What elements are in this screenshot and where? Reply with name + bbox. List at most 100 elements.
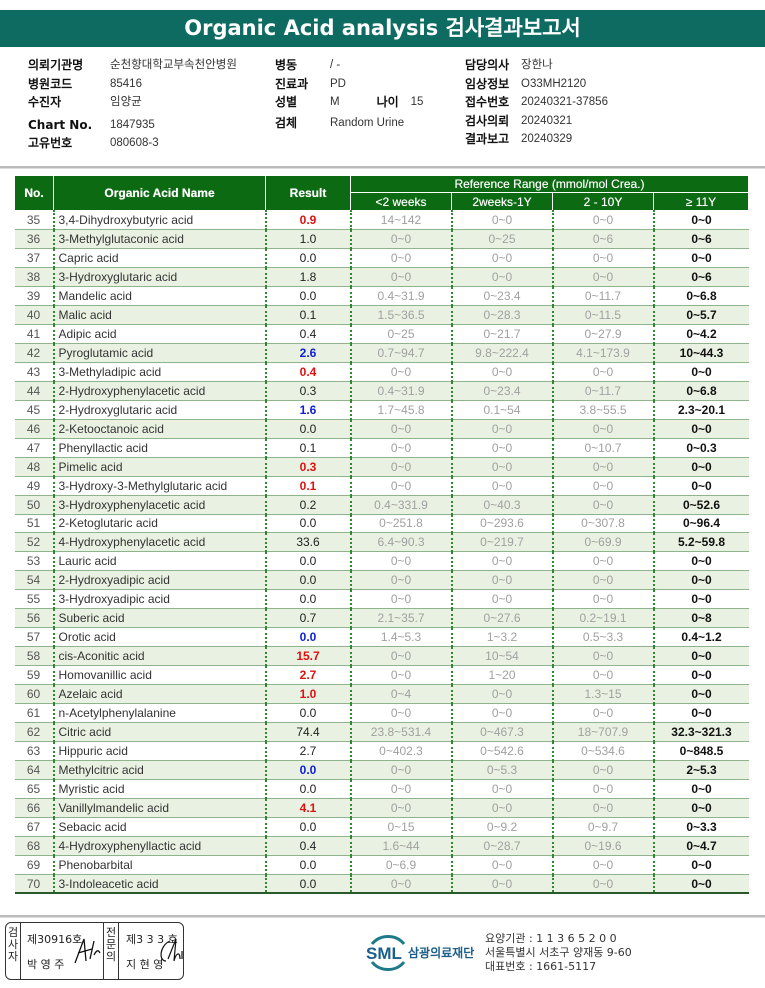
examiner-label: 검사자 xyxy=(6,923,21,979)
table-row: 40 Malic acid 0.1 1.5~36.5 0~28.3 0~11.5… xyxy=(14,305,749,325)
result-value: 2.7 xyxy=(265,665,352,686)
row-no: 63 xyxy=(14,741,55,762)
result-value: 0.1 xyxy=(265,476,352,496)
info-label: 수진자 xyxy=(28,95,62,109)
ref-2w-1y: 0~27.6 xyxy=(451,608,554,629)
ref-2-10y: 0~534.6 xyxy=(552,741,655,762)
row-no: 58 xyxy=(14,646,55,667)
specialist-no: 제3 3 3 호 xyxy=(126,933,178,946)
ref-under-2w: 0.4~331.9 xyxy=(350,495,453,515)
acid-name: 3-Hydroxyadipic acid xyxy=(53,589,267,610)
ref-11y: 0~5.7 xyxy=(653,305,749,325)
ref-2w-1y: 0~293.6 xyxy=(451,514,554,534)
table-row: 35 3,4-Dihydroxybutyric acid 0.9 14~142 … xyxy=(14,210,749,230)
examiner-name: 박 영 주 xyxy=(27,958,65,971)
ref-2-10y: 0~10.7 xyxy=(552,438,655,458)
ref-under-2w: 0~25 xyxy=(350,324,453,344)
ref-2w-1y: 10~54 xyxy=(451,646,554,667)
ref-under-2w: 0.7~94.7 xyxy=(350,343,453,363)
ref-under-2w: 0~0 xyxy=(350,476,453,496)
result-value: 2.6 xyxy=(265,343,352,363)
table-row: 69 Phenobarbital 0.0 0~6.9 0~0 0~0 0~0 xyxy=(14,855,749,875)
patient-info-col1: 의뢰기관명 순천향대학교부속천안병원 병원코드 85416 수진자 임양균 Chart No… xyxy=(28,56,237,153)
row-no: 38 xyxy=(14,267,55,287)
ref-11y: 2~5.3 xyxy=(653,760,749,781)
acid-name: Pimelic acid xyxy=(53,457,267,477)
ref-2-10y: 0~69.9 xyxy=(552,532,655,553)
ref-2w-1y: 0~467.3 xyxy=(451,722,554,743)
info-value: M xyxy=(330,96,340,108)
ref-11y: 0~0 xyxy=(653,210,749,230)
result-value: 0.3 xyxy=(265,381,352,401)
info-label: 성별 xyxy=(275,95,298,109)
row-no: 62 xyxy=(14,722,55,743)
table-row: 56 Suberic acid 0.7 2.1~35.7 0~27.6 0.2~… xyxy=(14,608,749,629)
row-no: 48 xyxy=(14,457,55,477)
row-no: 47 xyxy=(14,438,55,458)
ref-under-2w: 0~0 xyxy=(350,874,453,895)
table-row: 48 Pimelic acid 0.3 0~0 0~0 0~0 0~0 xyxy=(14,457,749,477)
sml-logo-icon: SML xyxy=(366,935,406,971)
table-row: 36 3-Methylglutaconic acid 1.0 0~0 0~25 … xyxy=(14,229,749,249)
ref-2-10y: 0~307.8 xyxy=(552,514,655,534)
ref-2w-1y: 0~0 xyxy=(451,798,554,818)
ref-11y: 0~4.2 xyxy=(653,324,749,344)
ref-2-10y: 0.2~19.1 xyxy=(552,608,655,629)
info-row: 담당의사 장한나 xyxy=(465,56,608,75)
result-value: 0.0 xyxy=(265,514,352,534)
info-value: 임양균 xyxy=(110,96,142,108)
result-value: 0.0 xyxy=(265,703,352,724)
acid-name: 3,4-Dihydroxybutyric acid xyxy=(53,210,267,230)
ref-2w-1y: 0~542.6 xyxy=(451,741,554,762)
ref-2-10y: 0~0 xyxy=(552,589,655,610)
results-table: No. Organic Acid Name Result Reference R… xyxy=(14,175,749,895)
ref-2-10y: 0~19.6 xyxy=(552,836,655,856)
ref-2w-1y: 0~0 xyxy=(451,684,554,705)
info-label: 진료과 xyxy=(275,76,309,91)
row-no: 44 xyxy=(14,381,55,401)
acid-name: Phenyllactic acid xyxy=(53,438,267,458)
row-no: 42 xyxy=(14,343,55,363)
ref-11y: 0~6 xyxy=(653,229,749,249)
ref-2w-1y: 0~9.2 xyxy=(451,817,554,837)
info-label: Chart No. xyxy=(28,117,93,132)
result-value: 1.0 xyxy=(265,684,352,705)
acid-name: cis-Aconitic acid xyxy=(53,646,267,667)
ref-2-10y: 0~0 xyxy=(552,476,655,496)
table-row: 39 Mandelic acid 0.0 0.4~31.9 0~23.4 0~1… xyxy=(14,286,749,306)
row-no: 45 xyxy=(14,400,55,420)
table-row: 63 Hippuric acid 2.7 0~402.3 0~542.6 0~5… xyxy=(14,741,749,762)
info-value: O33MH2120 xyxy=(521,77,587,90)
ref-11y: 0~0 xyxy=(653,419,749,439)
ref-under-2w: 0~0 xyxy=(350,589,453,610)
acid-name: Sebacic acid xyxy=(53,817,267,837)
report-title: Organic Acid analysis 검사결과보고서 xyxy=(0,10,765,47)
acid-name: Capric acid xyxy=(53,248,267,268)
ref-2-10y: 0~0 xyxy=(552,798,655,818)
result-value: 0.4 xyxy=(265,324,352,344)
ref-2-10y: 0~0 xyxy=(552,760,655,781)
col-name: Organic Acid Name xyxy=(53,175,266,211)
row-no: 51 xyxy=(14,514,55,534)
info-value: 20240329 xyxy=(521,133,573,145)
address-line: 요양기관 : 1 1 3 6 5 2 0 0 xyxy=(485,932,617,945)
table-row: 66 Vanillylmandelic acid 4.1 0~0 0~0 0~0… xyxy=(14,798,749,818)
acid-name: Orotic acid xyxy=(53,627,267,648)
ref-2-10y: 0~0 xyxy=(552,779,655,800)
info-label: 담당의사 xyxy=(465,58,510,72)
ref-under-2w: 1.4~5.3 xyxy=(350,627,453,648)
ref-11y: 5.2~59.8 xyxy=(653,532,749,553)
ref-2w-1y: 0~0 xyxy=(451,267,554,287)
table-row: 38 3-Hydroxyglutaric acid 1.8 0~0 0~0 0~… xyxy=(14,267,749,287)
result-value: 0.0 xyxy=(265,855,352,875)
acid-name: 2-Hydroxyadipic acid xyxy=(53,570,267,591)
ref-2-10y: 1.3~15 xyxy=(552,684,655,705)
info-label: 임상정보 xyxy=(465,76,510,91)
ref-2w-1y: 0~0 xyxy=(451,570,554,591)
ref-2-10y: 0~0 xyxy=(552,419,655,439)
info-value: Random Urine xyxy=(330,116,405,129)
ref-under-2w: 1.7~45.8 xyxy=(350,400,453,420)
acid-name: Hippuric acid xyxy=(53,741,267,762)
info-label: 접수번호 xyxy=(465,95,510,109)
result-value: 0.0 xyxy=(265,817,352,837)
